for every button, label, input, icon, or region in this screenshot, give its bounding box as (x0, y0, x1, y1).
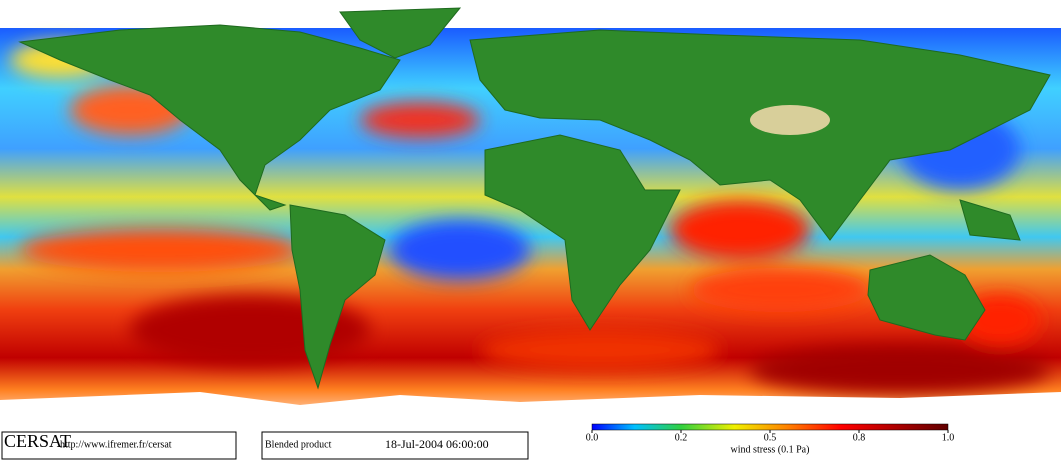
colorbar-label: wind stress (0.1 Pa) (731, 444, 810, 455)
info-box (1, 431, 237, 460)
url: http://www.ifremer.fr/cersat (60, 439, 172, 450)
colorbar-tick-label: 0.0 (586, 432, 599, 443)
product: Blended product (265, 439, 332, 450)
logo: CERSAT (4, 431, 71, 451)
plateau (750, 105, 830, 135)
continents (18, 7, 1051, 390)
date: 18-Jul-2004 06:00:00 (385, 437, 489, 451)
colorbar-tick-label: 0.5 (764, 432, 777, 443)
info-box (261, 431, 529, 460)
colorbar-tick-label: 0.2 (675, 432, 688, 443)
colorbar-tick-label: 1.0 (942, 432, 955, 443)
wind-field (10, 42, 1050, 395)
colorbar (591, 423, 949, 431)
colorbar-tick-label: 0.8 (853, 432, 866, 443)
